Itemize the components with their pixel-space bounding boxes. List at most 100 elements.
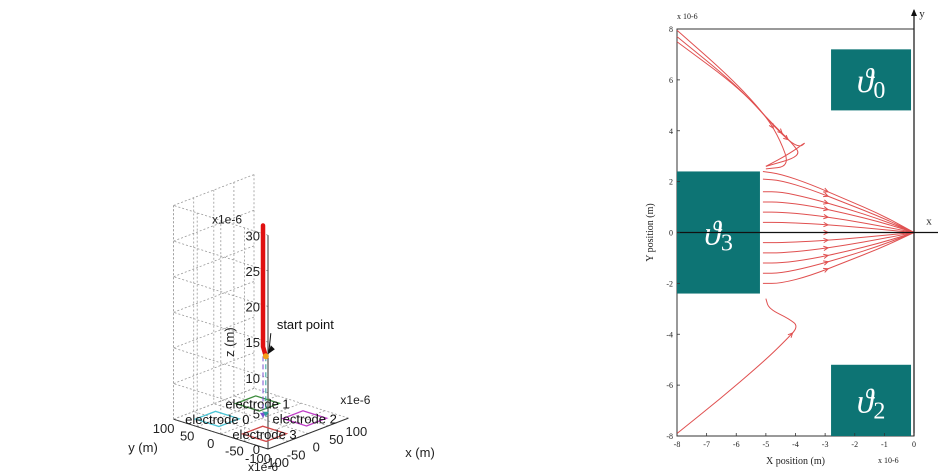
y-tick-label: 50 [180,429,194,444]
region-0-label: ϑ0 [857,63,886,104]
field-line [676,36,799,167]
field-line-arrow [823,187,830,193]
side-wall-grid-line [173,205,269,236]
field-line [762,232,915,284]
x-tick-label: 0 [313,440,320,455]
tick-labels: -8 -7 -6 -5 -4 -3 -2 -1 0 -8 -6 -4 -2 0 2 4 6 8 [666,25,916,449]
center-axes [677,9,938,436]
electrode-2-outline [280,410,329,427]
field-line-arrow [787,332,794,338]
x-tick-label: 0 [912,440,916,449]
field-line [762,232,915,254]
y-tick-label: -50 [225,444,244,459]
z-tick-label: 10 [246,371,260,386]
annotation-arrow [268,333,272,353]
y-axis-label: Y position (m) [645,203,656,262]
field-line-arrow [823,260,830,266]
annotation-arrowhead [267,345,275,355]
field-line-arrow [823,199,830,205]
z-tick-label: 20 [246,300,260,315]
x-tick-label: 100 [346,424,368,439]
field-line-arrow [823,221,830,228]
x-tick-label: -4 [792,440,799,449]
field-line [762,232,915,274]
x-tick-label: -3 [822,440,829,449]
region-2-block [831,364,912,436]
region-0-block [831,49,912,111]
z-tick-label: 25 [246,264,260,279]
electrode-3-label: electrode 3 [232,427,296,442]
x-tick-label: -100 [263,455,289,470]
start-point-annotation: start point [277,317,334,332]
y-tick-label: -2 [666,279,673,288]
field-line [762,232,915,264]
y-axis-label: y (m) [128,440,158,455]
region-0-subscript: 0 [873,78,885,104]
y-tick-label: 6 [669,76,673,85]
z-tick-label: 15 [246,335,260,350]
x-tick-label: -7 [703,440,710,449]
y-tick-label: -4 [666,330,673,339]
side-wall-grid-line [173,240,269,272]
y-tick-label: 8 [669,25,673,34]
x-scale-label: x 10-6 [878,456,899,465]
z-tick-label: 30 [246,228,260,243]
z-scale-label: x1e-6 [212,212,242,226]
floor-grid-line [213,403,309,434]
electrode-2-label: electrode 2 [273,411,337,426]
field-line [762,191,915,233]
y-axis-arrowhead [911,9,917,16]
start-point-marker [262,353,269,360]
region-2-subscript: 2 [873,398,885,424]
projection-marker [262,411,269,417]
y-tick-label: 100 [153,421,175,436]
electrode-0-label: electrode 0 [185,412,249,427]
electrode-1-label: electrode 1 [225,396,289,411]
floor-grid-line [253,387,349,419]
side-wall-grid-line [173,347,269,379]
field-lines [676,29,915,434]
electrode-3-outline [240,425,289,443]
y-tick-label: 2 [669,178,673,187]
x-tick-label: -1 [881,440,888,449]
3d-axes [173,235,349,450]
field-line [762,232,915,244]
field-line [762,221,915,233]
field-line [762,178,915,233]
side-wall-grid-line [173,276,269,307]
y-tick-label: 0 [669,229,673,238]
x-axis-line [267,417,349,450]
z-tick-label: 0 [253,442,260,457]
field-line-arrow [823,237,830,244]
z-tick-label: 5 [253,406,260,421]
field-line-arrow [783,134,789,141]
field-line-arrow [823,267,830,273]
field-line-arrow [823,214,830,220]
x-tick-label: -8 [674,440,681,449]
x-scale-label: x1e-6 [340,393,370,407]
x-axis-label: x (m) [405,445,435,460]
x-tick-label: -50 [287,447,306,462]
field-line [762,170,915,233]
electrode-1-outline [233,395,282,412]
x-tick-label: -2 [851,440,858,449]
field-line-arrow [823,206,830,212]
trajectory-group [260,223,275,418]
y-tick-label: 0 [207,436,214,451]
electrode-0-outline [193,410,242,428]
x-tick-label: -6 [733,440,740,449]
y-tick-label: -100 [245,451,271,466]
x-axis-label: X position (m) [766,456,825,467]
y-tick-label: 4 [669,127,673,136]
x-axis-name: x [926,216,932,228]
field-line [676,298,797,434]
y-scale-label: x1e-6 [248,460,278,473]
x-tick-label: 50 [329,432,343,447]
side-wall-grid-line [173,311,269,343]
